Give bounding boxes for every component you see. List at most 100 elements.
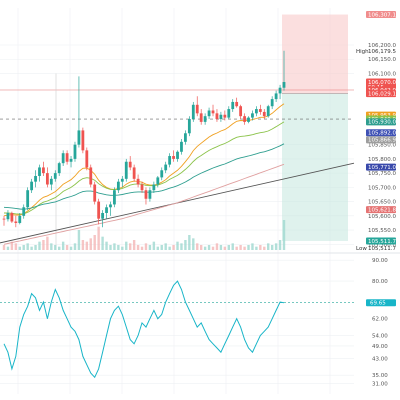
- volume-bar: [30, 246, 33, 250]
- volume-bar: [227, 245, 230, 250]
- candle-up: [176, 151, 179, 159]
- volume-bar: [274, 243, 278, 250]
- volume-bar: [132, 240, 136, 250]
- volume-bar: [223, 246, 227, 250]
- candle-up: [113, 190, 116, 205]
- volume-bar: [270, 245, 274, 250]
- candle-up: [231, 101, 235, 110]
- volume-bar: [231, 243, 234, 250]
- candle-up: [266, 106, 270, 117]
- volume-bar: [172, 245, 175, 250]
- candle-up: [57, 163, 61, 174]
- candle-down: [2, 218, 6, 220]
- volume-bar: [125, 241, 128, 250]
- candle-up: [156, 177, 160, 185]
- candle-up: [282, 82, 286, 88]
- candle-up: [203, 116, 207, 122]
- volume-bar: [251, 243, 254, 250]
- candle-down: [223, 114, 227, 118]
- volume-bar: [196, 243, 199, 250]
- price-tick-label: 105,750.0: [368, 171, 396, 177]
- rsi-tick-label: 35.00: [372, 373, 388, 379]
- candle-up: [148, 190, 152, 199]
- price-tick-label: 105,500.0: [368, 242, 396, 248]
- candle-up: [120, 178, 124, 182]
- candle-down: [97, 201, 101, 219]
- volume-bar: [121, 246, 124, 250]
- candle-down: [136, 178, 140, 185]
- rsi-tick-label: 43.00: [372, 356, 388, 362]
- ema-line-2: [3, 143, 285, 210]
- candle-down: [258, 109, 262, 112]
- price-badge-text: 105,621.8: [368, 207, 396, 213]
- low-label: Low: [356, 246, 367, 252]
- candle-up: [219, 114, 223, 120]
- candle-up: [168, 156, 172, 165]
- candle-up: [77, 130, 81, 145]
- candle-up: [124, 161, 128, 179]
- price-tick-label: 105,700.0: [368, 185, 396, 191]
- candle-down: [215, 113, 219, 120]
- candle-up: [164, 164, 168, 171]
- volume-bar: [199, 245, 203, 250]
- rsi-tick-label: 49.00: [372, 344, 388, 350]
- price-badge: [366, 206, 396, 214]
- candle-up: [105, 207, 108, 213]
- position-zones: [0, 14, 354, 250]
- rsi-tick-label: 31.00: [372, 382, 388, 388]
- volume-bar: [105, 241, 108, 250]
- candle-up: [34, 175, 37, 182]
- candle-up: [160, 170, 164, 178]
- price-tick-label: 105,600.0: [368, 214, 396, 220]
- volume-bar: [97, 226, 100, 250]
- volume-bar: [73, 243, 77, 250]
- price-tick-label: 105,800.0: [368, 157, 396, 163]
- volume-bar: [255, 246, 258, 250]
- rsi-current-badge: [366, 299, 396, 307]
- price-badge: [366, 237, 396, 245]
- price-badge-text: 105,771.0: [368, 165, 396, 171]
- price-badge-text: 105,866.9: [368, 138, 396, 144]
- candle-down: [65, 153, 69, 162]
- price-tick-label: 106,150.0: [368, 57, 396, 63]
- volume-bars: [2, 220, 286, 250]
- candle-up: [116, 181, 120, 191]
- price-badge-text: 105,892.0: [368, 131, 396, 137]
- candle-up: [49, 178, 53, 185]
- volume-bar: [156, 246, 160, 250]
- candle-up: [61, 153, 65, 164]
- candles: [2, 50, 286, 228]
- volume-bar: [136, 245, 140, 250]
- volume-bar: [140, 246, 144, 250]
- rsi-tick-label: 62.00: [372, 317, 388, 323]
- candle-up: [18, 215, 22, 223]
- candle-down: [10, 212, 14, 222]
- volume-bar: [61, 241, 65, 250]
- volume-bar: [22, 245, 25, 250]
- volume-bar: [267, 243, 270, 250]
- price-badge-text: 105,511.7: [368, 239, 396, 245]
- candle-down: [14, 221, 18, 223]
- candle-down: [235, 101, 239, 107]
- price-tick-label: 105,550.0: [368, 228, 396, 234]
- volume-bar: [148, 245, 152, 250]
- candle-up: [30, 181, 34, 191]
- price-badge: [366, 118, 396, 126]
- volume-bar: [18, 246, 21, 250]
- candle-down: [128, 161, 132, 168]
- candle-up: [38, 167, 41, 176]
- volume-bar: [117, 245, 120, 250]
- volume-bar: [128, 243, 132, 250]
- candle-down: [262, 111, 266, 117]
- volume-bar: [235, 246, 238, 250]
- volume-bar: [184, 240, 187, 250]
- volume-bar: [77, 230, 81, 250]
- candle-up: [184, 133, 187, 142]
- price-scale: 106,200.0106,150.0106,100.0105,850.0105,…: [356, 43, 396, 252]
- price-badge: [366, 90, 396, 98]
- high-value: 106,179.5: [368, 49, 396, 55]
- volume-bar: [10, 241, 14, 250]
- volume-bar: [144, 243, 148, 250]
- candle-down: [144, 190, 148, 199]
